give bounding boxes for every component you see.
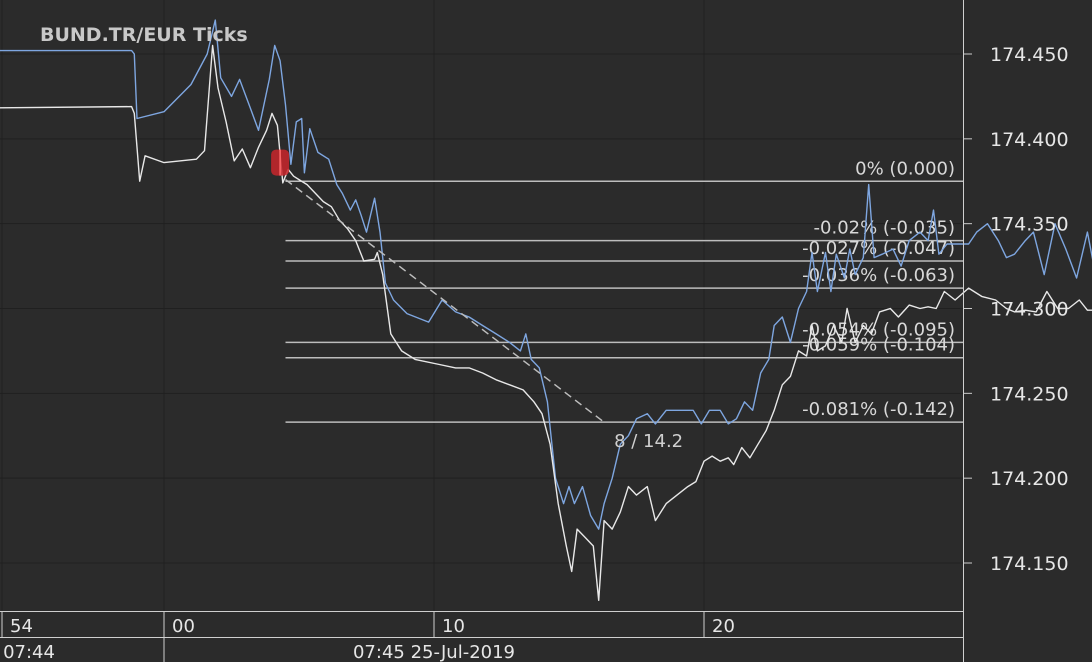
x-tick-label: 54 [10, 616, 33, 637]
fib-level-label: -0.054% (-0.095) [802, 319, 955, 340]
plot-background [0, 0, 963, 611]
measure-tool[interactable]: 8 / 14.2 [285, 178, 684, 453]
series-line-1 [0, 44, 1092, 601]
y-axis: 174.450 174.400 174.350 174.300 174.250 174.2… [963, 0, 1069, 662]
fibonacci-levels[interactable]: 0% (0.000) -0.02% (-0.035)-0.027% (-0.047… [285, 158, 964, 423]
series-line-0 [0, 19, 1092, 530]
x-tick-label: 00 [172, 616, 195, 637]
y-axis-panel[interactable] [964, 0, 1092, 611]
x-tick-label: 20 [712, 616, 735, 637]
y-tick-label: 174.200 [990, 468, 1069, 490]
x-major-label: 07:44 [3, 642, 55, 662]
x-tick-label: 10 [442, 616, 465, 637]
price-series [0, 19, 1092, 601]
fib-level-label: 0% (0.000) [855, 158, 955, 179]
y-tick-label: 174.250 [990, 383, 1069, 405]
x-axis: 54 00 10 20 07:44 07:45 25-Jul-2019 [0, 611, 963, 662]
fib-level-label: -0.027% (-0.047) [802, 238, 955, 259]
fib-level-label: -0.036% (-0.063) [802, 265, 955, 286]
y-tick-label: 174.150 [990, 553, 1069, 575]
chart-title: BUND.TR/EUR Ticks [40, 24, 248, 46]
measure-label: 8 / 14.2 [614, 431, 683, 452]
y-tick-label: 174.450 [990, 44, 1069, 66]
grid-lines [0, 0, 963, 611]
y-tick-label: 174.400 [990, 129, 1069, 151]
x-axis-panel[interactable] [0, 611, 963, 662]
fib-level-label: -0.081% (-0.142) [802, 399, 955, 420]
trade-marker[interactable] [271, 149, 290, 176]
fib-level-label: -0.02% (-0.035) [814, 218, 955, 239]
x-major-label: 07:45 25-Jul-2019 [353, 642, 515, 662]
measure-line[interactable] [285, 178, 605, 423]
y-tick-label: 174.350 [990, 214, 1069, 236]
y-tick-label: 174.300 [990, 299, 1069, 321]
